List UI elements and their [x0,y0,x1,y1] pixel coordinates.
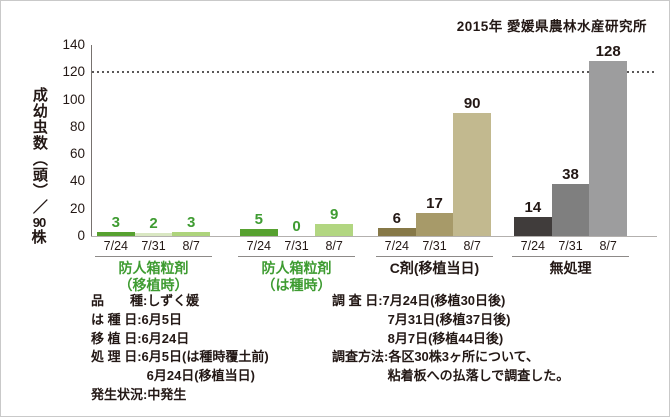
note-line: 品 種:しずく媛 [91,293,200,308]
bar [453,113,492,236]
x-tick-label: 8/7 [463,239,481,253]
bar [551,184,590,236]
bar-value-label: 17 [426,194,443,212]
bar-value-label: 6 [392,209,401,227]
note-line: 7月31日(移植37日後) [332,311,511,327]
note-line: 処 理 日:6月5日(は種時覆土前) [91,349,269,365]
bar [415,212,454,236]
x-tick-label: 7/31 [422,239,447,253]
bar-value-label: 0 [292,218,301,235]
group-label-line: （移植時） [118,276,189,293]
y-axis-title: 成幼虫数（頭）／ 90 株 [27,87,51,247]
y-tick-label: 100 [62,91,85,107]
x-tick-label: 7/24 [103,239,128,253]
bar-value-label: 38 [562,166,579,184]
bar-cell: 90 [453,95,492,236]
group-label: 防人箱粒剤 （移植時） [77,260,230,294]
y-tick-label: 120 [62,64,85,80]
bar [315,223,354,236]
bar-value-label: 14 [524,198,542,216]
bar-value-label: 5 [254,211,263,229]
bar-group: 5 0 9 [240,45,354,236]
y-tick-label: 0 [77,228,85,243]
note-line: 8月7日(移植44日後) [332,330,504,346]
bar-cell: 3 [97,215,135,236]
note-line: 移 植 日:6月24日 [91,330,190,346]
y-tick-label: 140 [62,37,85,52]
x-tick-label: 7/31 [284,239,309,253]
bar-cell: 128 [589,43,628,236]
x-tick-row: 7/24 7/31 8/7 [240,239,353,253]
note-line: 粘着板への払落しで調査した。 [332,368,570,384]
group-underline [238,256,355,257]
bar [514,216,552,236]
x-tick-label: 7/24 [384,239,409,253]
group-label: C剤(移植当日) [358,260,511,277]
bar-cell: 14 [514,200,552,236]
group-label: 防人箱粒剤 （は種時） [220,260,373,294]
x-tick-label: 8/7 [182,239,200,253]
group-label-line: C剤(移植当日) [389,260,480,276]
bar-cell: 5 [240,212,278,236]
x-tick-row: 7/24 7/31 8/7 [378,239,491,253]
cultivation-notes: 品 種:しずく媛は 種 日:6月5日移 植 日:6月24日処 理 日:6月5日(… [91,292,269,405]
note-line: 発生状況:中発生 [91,386,187,402]
bar-cell: 0 [278,219,316,236]
group-label-line: 無処理 [549,260,592,276]
y-axis-title-number: 90 [32,215,47,230]
y-tick-label: 40 [69,173,85,189]
y-tick-label: 80 [69,118,85,134]
note-line: は 種 日:6月5日 [91,311,183,327]
bar [378,227,416,236]
reference-dotted-line-120 [92,71,656,73]
y-axis-title-text: 成幼虫数（頭）／ [30,87,48,215]
bar-value-label: 3 [111,213,120,231]
bar-group: 6 17 90 [378,45,492,236]
x-tick-label: 8/7 [325,239,343,253]
note-line: 6月24日(移植当日) [91,368,255,384]
group-label-line: 防人箱粒剤 [118,260,189,276]
group-underline [95,256,212,257]
note-line: 調 査 日:7月24日(移植30日後) [332,293,506,308]
x-tick-label: 8/7 [599,239,617,253]
x-tick-label: 7/24 [520,239,545,253]
y-axis-title-unit: 株 [31,229,47,246]
survey-notes: 調 査 日:7月24日(移植30日後) 7月31日(移植37日後) 8月7日(移… [332,292,569,386]
bar-value-label: 3 [187,213,196,231]
bar-cell: 2 [134,215,173,236]
y-axis-line [91,45,92,236]
bar-cell: 9 [315,205,354,236]
bar [589,61,628,236]
bar-group: 3 2 3 [97,45,211,236]
chart-title: 2015年 愛媛県農林水産研究所 [456,19,647,34]
bar-value-label: 9 [330,205,339,223]
bar [240,229,278,236]
bar [172,231,211,236]
y-tick-label: 20 [69,200,85,216]
x-tick-label: 7/31 [558,239,583,253]
bar-value-label: 128 [595,43,621,61]
bar-value-label: 90 [463,95,481,113]
x-tick-row: 7/24 7/31 8/7 [97,239,210,253]
y-tick-label: 60 [69,146,85,162]
bar-group: 14 38 128 [514,43,628,236]
note-line: 調査方法:各区30株3ヶ所について、 [332,349,539,365]
bar [134,233,173,236]
bar-cell: 6 [378,211,416,236]
bar-cell: 38 [551,166,590,236]
x-tick-label: 7/31 [141,239,166,253]
group-underline [512,256,629,257]
bar-cell: 17 [415,194,454,236]
x-tick-label: 7/24 [246,239,271,253]
bar-value-label: 2 [149,215,158,233]
bar-cell: 3 [172,213,211,236]
x-tick-row: 7/24 7/31 8/7 [514,239,627,253]
bar [97,231,135,236]
group-label-line: 防人箱粒剤 [261,260,332,276]
x-baseline [91,236,657,237]
group-underline [376,256,493,257]
group-label-line: （は種時） [261,276,332,293]
group-label: 無処理 [494,260,647,277]
